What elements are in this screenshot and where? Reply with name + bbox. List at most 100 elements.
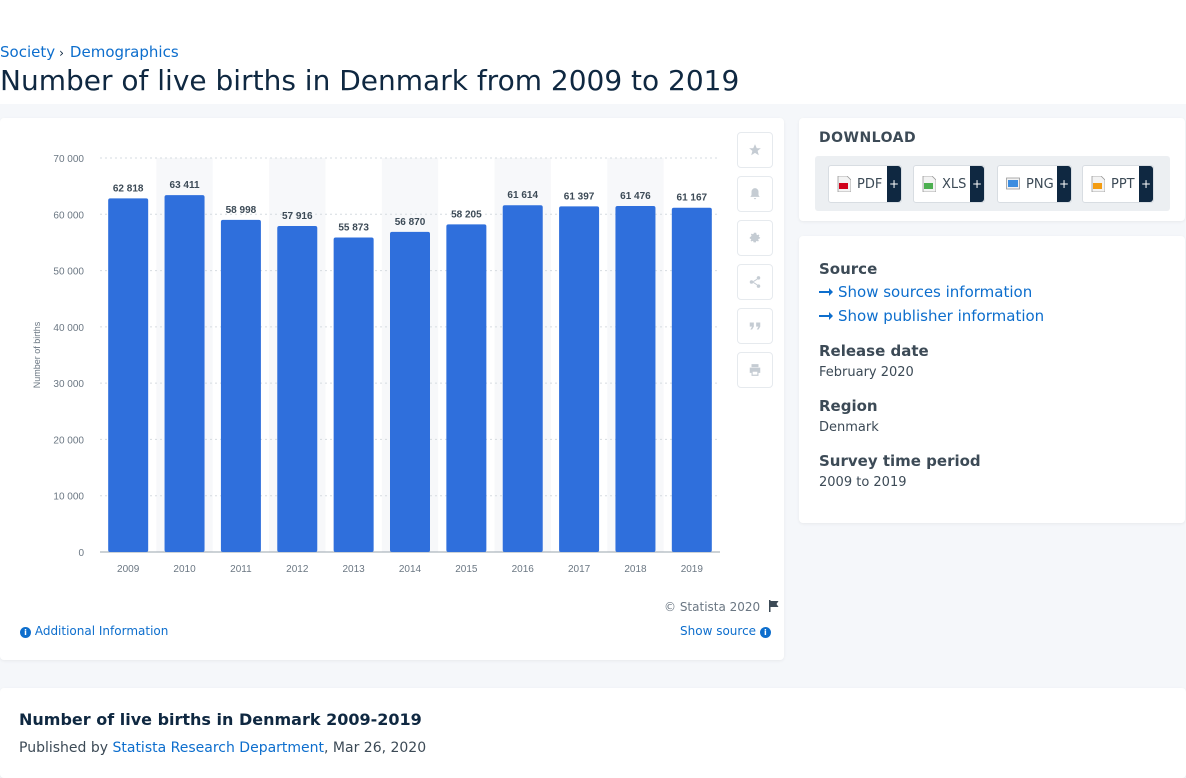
statistic-details-card: Source Show sources information Show pub…	[799, 236, 1185, 523]
plus-icon[interactable]: +	[1057, 166, 1071, 202]
bar	[220, 219, 261, 552]
bar	[390, 231, 430, 552]
cite-button[interactable]	[737, 308, 773, 344]
data-label: 63 411	[170, 180, 200, 191]
description-title: Number of live births in Denmark 2009-20…	[19, 710, 422, 729]
release-date-value: February 2020	[819, 365, 914, 380]
region-value: Denmark	[819, 420, 879, 435]
print-icon	[749, 364, 761, 376]
copyright-text: © Statista 2020	[664, 600, 780, 614]
star-icon	[749, 144, 761, 156]
bar	[615, 205, 656, 552]
survey-period-label: Survey time period	[819, 452, 981, 470]
y-tick-label: 50 000	[53, 267, 84, 278]
download-xls-button[interactable]: XLS +	[913, 165, 985, 203]
show-source-link[interactable]: Show source i	[680, 624, 771, 638]
info-icon: i	[759, 627, 771, 638]
show-sources-label: Show sources information	[838, 283, 1033, 301]
data-label: 61 167	[677, 193, 708, 204]
download-ppt-button[interactable]: PPT +	[1082, 165, 1154, 203]
x-tick-label: 2018	[624, 564, 647, 575]
flag-icon[interactable]	[768, 600, 780, 612]
print-button[interactable]	[737, 352, 773, 388]
arrow-right-icon	[819, 288, 833, 296]
published-line: Published by Statista Research Departmen…	[19, 740, 426, 756]
download-buttons: PDF + XLS + PNG + PPT +	[815, 156, 1170, 211]
download-pdf-button[interactable]: PDF +	[828, 165, 902, 203]
page-title: Number of live births in Denmark from 20…	[0, 64, 740, 97]
bar	[446, 224, 487, 552]
description-card: Number of live births in Denmark 2009-20…	[0, 688, 1186, 778]
publisher-link[interactable]: Statista Research Department	[112, 740, 325, 756]
plus-icon[interactable]: +	[887, 166, 901, 202]
favorite-button[interactable]	[737, 132, 773, 168]
show-source-label: Show source	[680, 624, 757, 638]
bell-icon	[750, 188, 760, 200]
release-date-label: Release date	[819, 342, 929, 360]
bar	[277, 226, 318, 552]
data-label: 55 873	[338, 223, 369, 234]
x-tick-label: 2014	[399, 564, 422, 575]
bar	[108, 198, 149, 552]
png-label: PNG	[1026, 176, 1054, 192]
x-tick-label: 2012	[286, 564, 309, 575]
x-tick-label: 2016	[512, 564, 535, 575]
data-label: 57 916	[282, 211, 313, 222]
data-label: 61 476	[620, 191, 651, 202]
breadcrumb-society[interactable]: Society	[0, 43, 56, 61]
png-file-icon	[1006, 177, 1020, 190]
alert-button[interactable]	[737, 176, 773, 212]
y-tick-label: 30 000	[53, 379, 84, 390]
bar	[559, 206, 600, 552]
y-tick-label: 60 000	[53, 210, 84, 221]
chevron-right-icon: ›	[59, 46, 64, 60]
info-icon: i	[20, 627, 31, 638]
additional-information-label: Additional Information	[34, 624, 169, 638]
share-icon	[749, 276, 761, 288]
download-title: DOWNLOAD	[819, 130, 917, 146]
copyright-label: © Statista 2020	[664, 600, 761, 614]
region-label: Region	[819, 397, 878, 415]
ppt-file-icon	[1091, 176, 1105, 192]
plus-icon[interactable]: +	[970, 166, 984, 202]
gear-icon	[749, 232, 761, 243]
y-axis-label: Number of births	[32, 321, 42, 388]
quote-icon	[749, 322, 761, 330]
survey-period-value: 2009 to 2019	[819, 475, 907, 490]
show-sources-link[interactable]: Show sources information	[819, 283, 1032, 301]
chart-card: 0 10 000 20 000 30 000 40 000 50 000 60 000 70 …	[0, 118, 784, 660]
y-tick-label: 70 000	[53, 154, 84, 165]
xls-file-icon	[922, 176, 936, 192]
breadcrumb-demographics[interactable]: Demographics	[69, 43, 179, 61]
share-button[interactable]	[737, 264, 773, 300]
data-label: 61 614	[507, 190, 538, 201]
show-publisher-link[interactable]: Show publisher information	[819, 307, 1044, 325]
bar-chart: 0 10 000 20 000 30 000 40 000 50 000 60 000 70 …	[32, 154, 720, 575]
bar	[502, 205, 543, 552]
bar	[164, 195, 205, 552]
bar	[671, 207, 712, 552]
show-publisher-label: Show publisher information	[838, 307, 1045, 325]
y-tick-label: 10 000	[53, 492, 84, 503]
x-tick-label: 2009	[117, 564, 140, 575]
additional-information-link[interactable]: i Additional Information	[20, 624, 168, 638]
x-tick-label: 2017	[568, 564, 591, 575]
breadcrumb: Society › Demographics	[0, 43, 179, 61]
plus-icon[interactable]: +	[1139, 166, 1153, 202]
data-label: 62 818	[113, 183, 144, 194]
data-label: 61 397	[564, 191, 595, 202]
x-tick-label: 2010	[173, 564, 196, 575]
arrow-right-icon	[819, 312, 833, 320]
source-label: Source	[819, 260, 878, 278]
settings-button[interactable]	[737, 220, 773, 256]
download-card: DOWNLOAD PDF + XLS + PNG + PPT +	[799, 118, 1185, 221]
pdf-file-icon	[837, 176, 851, 192]
data-label: 58 205	[451, 209, 482, 220]
published-date: , Mar 26, 2020	[324, 740, 427, 756]
y-tick-label: 20 000	[53, 435, 84, 446]
data-label: 56 870	[395, 217, 426, 228]
x-tick-label: 2019	[681, 564, 704, 575]
y-tick-label: 0	[78, 548, 84, 559]
published-by-label: Published by	[19, 740, 109, 756]
download-png-button[interactable]: PNG +	[997, 165, 1072, 203]
